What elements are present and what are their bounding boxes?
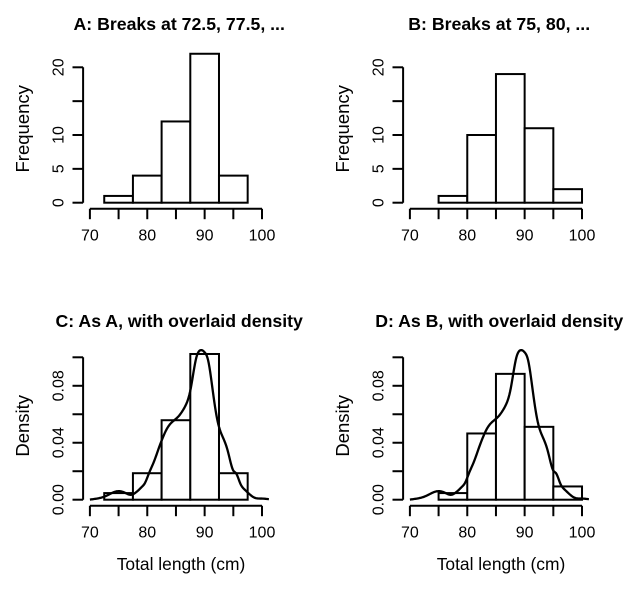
svg-text:0: 0 bbox=[370, 198, 387, 207]
svg-text:100: 100 bbox=[249, 525, 276, 542]
svg-text:90: 90 bbox=[196, 525, 214, 542]
svg-text:70: 70 bbox=[401, 228, 419, 245]
svg-text:Frequency: Frequency bbox=[332, 84, 353, 172]
svg-text:0.08: 0.08 bbox=[370, 370, 387, 401]
svg-text:10: 10 bbox=[50, 126, 67, 144]
svg-text:20: 20 bbox=[50, 58, 67, 76]
svg-text:0: 0 bbox=[50, 198, 67, 207]
svg-text:5: 5 bbox=[370, 164, 387, 173]
svg-text:70: 70 bbox=[401, 525, 419, 542]
svg-text:Total length (cm): Total length (cm) bbox=[437, 554, 566, 574]
svg-text:80: 80 bbox=[138, 525, 156, 542]
svg-text:20: 20 bbox=[370, 58, 387, 76]
svg-text:0.04: 0.04 bbox=[50, 427, 67, 458]
svg-text:0.00: 0.00 bbox=[50, 484, 67, 515]
svg-text:80: 80 bbox=[458, 228, 476, 245]
svg-text:100: 100 bbox=[569, 228, 596, 245]
svg-text:Total length (cm): Total length (cm) bbox=[117, 554, 246, 574]
svg-text:B: Breaks at 75, 80, ...: B: Breaks at 75, 80, ... bbox=[408, 14, 590, 34]
svg-text:0.04: 0.04 bbox=[370, 427, 387, 458]
svg-text:Frequency: Frequency bbox=[12, 84, 33, 172]
svg-text:5: 5 bbox=[50, 164, 67, 173]
svg-text:90: 90 bbox=[516, 525, 534, 542]
svg-text:90: 90 bbox=[196, 228, 214, 245]
svg-text:A: Breaks at 72.5, 77.5, ...: A: Breaks at 72.5, 77.5, ... bbox=[74, 14, 285, 34]
svg-text:90: 90 bbox=[516, 228, 534, 245]
svg-text:70: 70 bbox=[81, 228, 99, 245]
svg-text:0.08: 0.08 bbox=[50, 370, 67, 401]
svg-text:100: 100 bbox=[249, 228, 276, 245]
svg-text:D: As B, with overlaid density: D: As B, with overlaid density bbox=[375, 311, 623, 331]
svg-text:10: 10 bbox=[370, 126, 387, 144]
svg-text:Density: Density bbox=[12, 394, 33, 456]
svg-text:80: 80 bbox=[458, 525, 476, 542]
svg-text:100: 100 bbox=[569, 525, 596, 542]
svg-text:Density: Density bbox=[332, 394, 353, 456]
svg-text:0.00: 0.00 bbox=[370, 484, 387, 515]
svg-text:C: As A, with overlaid density: C: As A, with overlaid density bbox=[56, 311, 304, 331]
svg-text:70: 70 bbox=[81, 525, 99, 542]
svg-text:80: 80 bbox=[138, 228, 156, 245]
